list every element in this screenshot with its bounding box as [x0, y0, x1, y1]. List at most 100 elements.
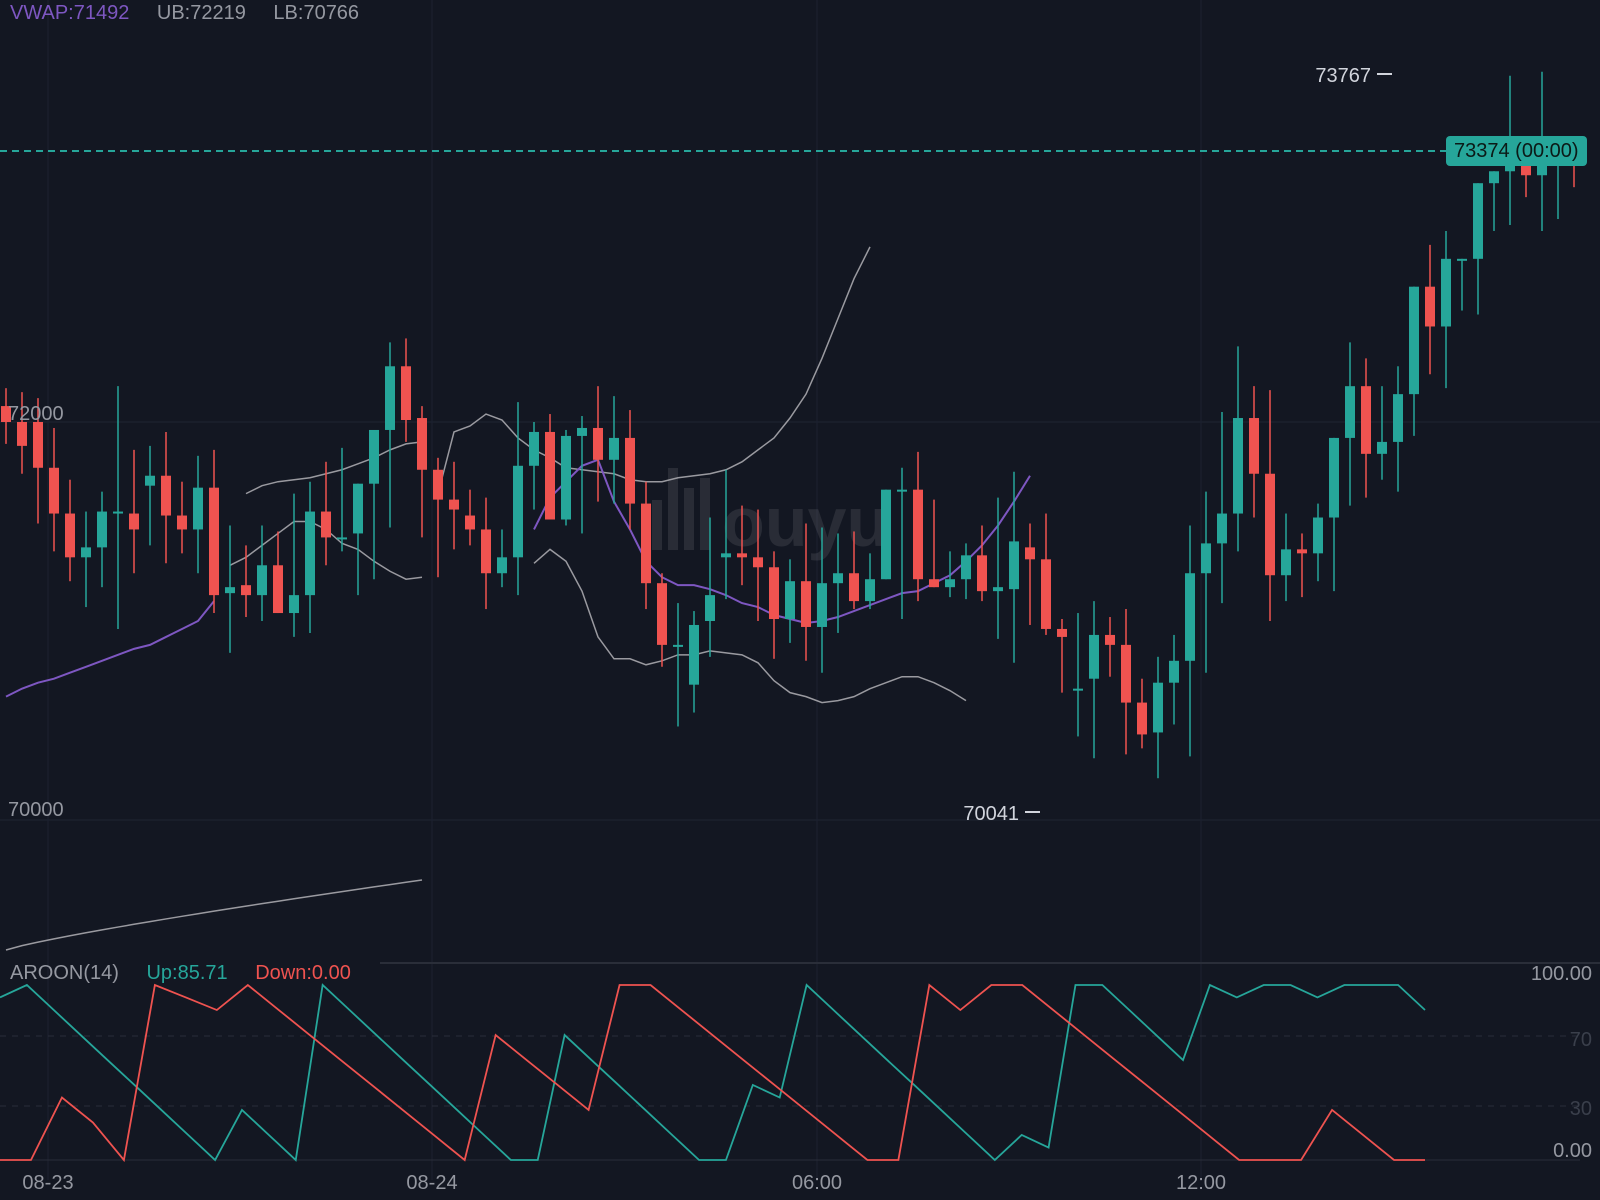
main-legend: VWAP:71492 UB:72219 LB:70766 — [10, 2, 381, 25]
candle-body — [1121, 644, 1131, 703]
legend-lower-band: LB:70766 — [273, 2, 360, 24]
candle-body — [1041, 559, 1051, 629]
low-price-marker: 70041 — [963, 803, 1019, 825]
price-axis-label-70000: 70000 — [8, 799, 64, 821]
candle-body — [849, 573, 859, 602]
candle-body — [641, 503, 651, 584]
candle-body — [801, 581, 811, 627]
candle-body — [545, 431, 555, 520]
candle-body — [1201, 543, 1211, 574]
aroon-scale-70: 70 — [1570, 1029, 1592, 1051]
vwap-line — [5, 458, 1031, 698]
aroon-legend: AROON(14) Up:85.71 Down:0.00 — [10, 962, 373, 985]
current-price-tag: 73374 (00:00) — [1446, 136, 1587, 166]
candle-body — [1265, 473, 1275, 576]
candle-body — [1377, 441, 1387, 454]
candle-body — [1009, 541, 1019, 590]
candle-body — [929, 579, 939, 588]
candle-body — [577, 427, 587, 436]
candle-body — [785, 581, 795, 620]
aroon-scale-0: 0.00 — [1553, 1140, 1592, 1162]
candle-body — [465, 515, 475, 530]
candle-body — [513, 465, 523, 558]
candle-body — [1073, 688, 1083, 691]
aroon-indicator — [0, 983, 1426, 1163]
candle-body — [881, 489, 891, 580]
aroon-scale-100: 100.00 — [1531, 963, 1592, 985]
candlestick-series — [1, 71, 1579, 779]
candle-body — [721, 553, 731, 558]
candle-body — [529, 431, 539, 466]
upper-band-segment — [437, 246, 871, 494]
candle-body — [1361, 386, 1371, 454]
candle-body — [961, 555, 971, 580]
aroon-up-line — [0, 983, 1426, 1162]
candle-body — [1105, 634, 1115, 645]
lower-pane-band-curve — [5, 879, 423, 951]
candle-body — [753, 557, 763, 568]
candle-body — [417, 418, 427, 470]
lower-band-segment — [533, 548, 967, 704]
aroon-title: AROON(14) — [10, 962, 119, 984]
candle-body — [593, 427, 603, 460]
candle-body — [1217, 513, 1227, 544]
candle-body — [241, 585, 251, 596]
candle-body — [993, 587, 1003, 592]
candle-body — [1425, 286, 1435, 327]
candle-body — [1345, 386, 1355, 438]
candle-body — [657, 583, 667, 645]
candle-body — [1153, 682, 1163, 733]
candle-body — [1137, 702, 1147, 735]
candle-body — [193, 487, 203, 530]
aroon-down-line — [0, 983, 1425, 1163]
candle-body — [625, 437, 635, 504]
candle-body — [705, 595, 715, 621]
aroon-up-value: Up:85.71 — [146, 962, 228, 984]
candle-body — [865, 579, 875, 602]
candle-body — [161, 475, 171, 516]
time-axis-label-08-24: 08-24 — [406, 1172, 457, 1194]
candle-body — [145, 475, 155, 486]
candle-body — [1409, 286, 1419, 395]
candle-body — [129, 513, 139, 530]
candle-body — [1441, 258, 1451, 327]
aroon-down-value: Down:0.00 — [255, 962, 351, 984]
candle-body — [817, 583, 827, 627]
candle-body — [609, 437, 619, 460]
candle-body — [49, 467, 59, 514]
candle-body — [1329, 437, 1339, 518]
candle-body — [1457, 258, 1467, 261]
candle-body — [209, 487, 219, 596]
candle-body — [385, 366, 395, 430]
candle-body — [177, 515, 187, 530]
candle-body — [337, 537, 347, 540]
candle-body — [977, 555, 987, 592]
price-axis-label-72000: 72000 — [8, 403, 64, 425]
candle-body — [833, 573, 843, 584]
candle-body — [81, 547, 91, 558]
candle-body — [769, 567, 779, 620]
candle-body — [17, 422, 27, 446]
candle-body — [65, 513, 75, 558]
candle-body — [481, 529, 491, 574]
candle-body — [433, 469, 443, 500]
candle-body — [1185, 573, 1195, 661]
candle-body — [1, 406, 11, 422]
candle-body — [1249, 418, 1259, 474]
candle-body — [273, 565, 283, 614]
candle-body — [289, 595, 299, 614]
vwap-segment — [5, 600, 215, 698]
candle-body — [113, 511, 123, 514]
candle-body — [449, 499, 459, 510]
candle-body — [497, 557, 507, 574]
candle-body — [401, 366, 411, 421]
time-axis-label-12-00: 12:00 — [1176, 1172, 1226, 1194]
candle-body — [1281, 549, 1291, 576]
candle-body — [945, 579, 955, 588]
candle-body — [257, 565, 267, 596]
upper-band-segment — [245, 441, 423, 495]
legend-upper-band: UB:72219 — [156, 2, 246, 24]
candle-body — [97, 511, 107, 548]
